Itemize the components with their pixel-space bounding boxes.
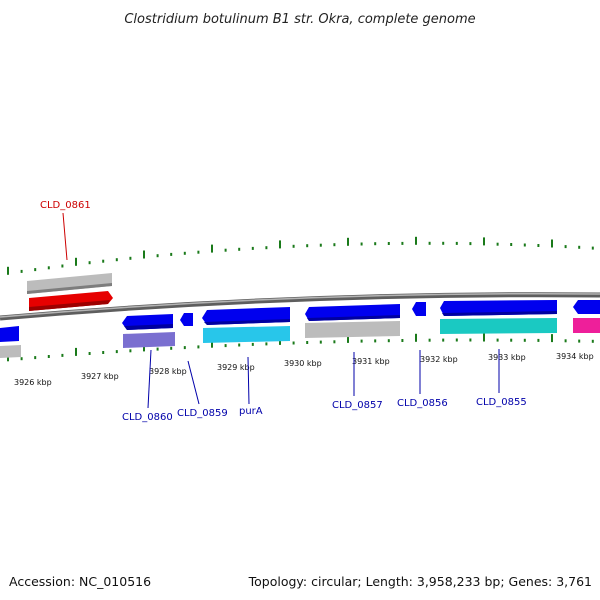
gene-cld-0861-arrow-shade xyxy=(29,300,110,311)
gene-cld-0861[interactable] xyxy=(27,273,113,311)
gene-label-cld-0856[interactable]: CLD_0856 xyxy=(397,398,448,409)
kbp-label: 3934 kbp xyxy=(556,352,594,361)
leader-line-cld-0860 xyxy=(147,349,152,409)
gene-cld-0856[interactable] xyxy=(412,302,426,316)
kbp-label: 3933 kbp xyxy=(488,353,526,362)
gene-label-pura[interactable]: purA xyxy=(239,406,263,417)
inner-tick-track xyxy=(7,333,594,362)
gene-cld-0859-arrow[interactable] xyxy=(180,313,193,326)
gene-cld-0861-gc-bar-shade xyxy=(27,283,112,294)
genome-backbone-highlight xyxy=(0,292,600,318)
leader-line-cld-0861 xyxy=(62,212,68,261)
gene-left-edge-arrow[interactable] xyxy=(0,326,19,342)
gene-cld-0857-gc-bar xyxy=(305,321,400,338)
gene-cld-0855-arrow-shade xyxy=(442,311,557,316)
gene-pura[interactable] xyxy=(202,307,290,343)
gene-label-cld-0857[interactable]: CLD_0857 xyxy=(332,400,383,411)
kbp-label: 3926 kbp xyxy=(14,378,52,387)
kbp-label: 3929 kbp xyxy=(217,363,255,372)
kbp-label: 3930 kbp xyxy=(284,359,322,368)
gene-label-cld-0855[interactable]: CLD_0855 xyxy=(476,397,527,408)
gene-cld-0859[interactable] xyxy=(180,313,193,326)
accession-label: Accession: NC_010516 xyxy=(9,574,151,589)
gene-pura-gc-bar xyxy=(203,326,290,343)
gene-right-edge-gc-bar xyxy=(573,318,600,333)
gene-cld-0856-arrow[interactable] xyxy=(412,302,426,316)
gene-cld-0861-gc-bar xyxy=(27,273,112,294)
map-title: Clostridium botulinum B1 str. Okra, comp… xyxy=(124,12,475,27)
gene-cld-0857-arrow-shade xyxy=(307,315,400,321)
kbp-label: 3932 kbp xyxy=(420,355,458,364)
gene-right-edge-arrow[interactable] xyxy=(573,300,600,314)
kbp-label: 3928 kbp xyxy=(149,367,187,376)
genome-backbone xyxy=(0,292,600,321)
kbp-scale: 3926 kbp 3927 kbp 3928 kbp 3929 kbp 3930… xyxy=(14,352,594,387)
gene-pura-arrow-shade xyxy=(204,319,290,325)
gene-cld-0855[interactable] xyxy=(440,300,557,334)
leader-line-pura xyxy=(247,356,250,405)
kbp-label: 3931 kbp xyxy=(352,357,390,366)
gene-label-cld-0861[interactable]: CLD_0861 xyxy=(40,200,91,211)
gene-cld-0855-gc-bar xyxy=(440,318,557,334)
gene-left-edge[interactable] xyxy=(0,326,21,358)
gene-cld-0860[interactable] xyxy=(122,314,175,348)
topology-label: Topology: circular; Length: 3,958,233 bp… xyxy=(248,574,592,589)
gene-labels: CLD_0861 CLD_0860 CLD_0859 purA CLD_0857… xyxy=(40,200,527,423)
gene-label-cld-0860[interactable]: CLD_0860 xyxy=(122,412,173,423)
gene-label-cld-0859[interactable]: CLD_0859 xyxy=(177,408,228,419)
gene-cld-0857[interactable] xyxy=(305,304,400,338)
gene-cld-0860-arrow-shade xyxy=(124,324,173,330)
gene-leader-lines xyxy=(62,212,500,409)
gene-left-edge-gc-bar xyxy=(0,345,21,358)
kbp-label: 3927 kbp xyxy=(81,372,119,381)
outer-tick-track xyxy=(7,236,594,275)
gene-cld-0860-gc-bar xyxy=(123,332,175,348)
leader-line-cld-0859 xyxy=(187,360,200,405)
gene-right-edge[interactable] xyxy=(573,300,600,333)
